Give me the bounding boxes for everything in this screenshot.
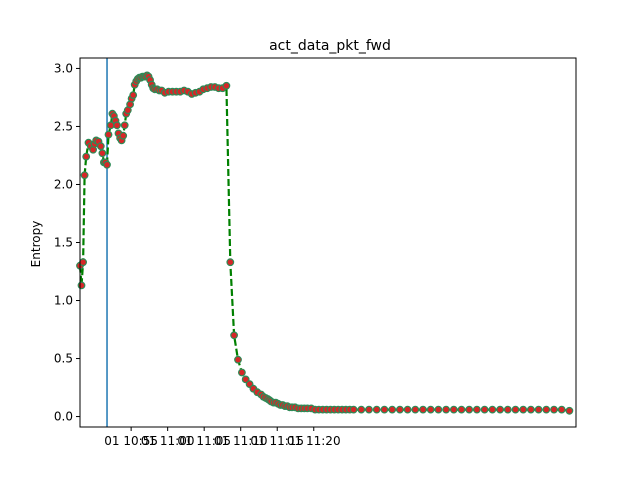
data-point [449,405,458,414]
data-point [419,405,427,414]
data-point [234,355,242,364]
data-point [480,405,489,414]
data-point [411,405,420,414]
x-tick-label: 01 11:00 [141,434,195,448]
data-point [550,405,558,414]
data-point [77,281,86,290]
x-tick-label: 01 11:10 [214,434,268,448]
y-tick-label: 1.5 [54,236,73,250]
data-point [222,81,231,90]
y-tick-label: 3.0 [54,61,73,75]
chart-title: act_data_pkt_fwd [269,38,391,54]
x-tick-label: 01 11:05 [177,434,231,448]
data-point [103,160,111,169]
data-point [380,405,389,414]
data-point [372,405,381,414]
data-point [129,91,138,99]
data-point [82,152,91,161]
x-tick-label: 01 10:55 [104,434,158,448]
x-tick-label: 01 11:15 [250,434,304,448]
data-point [96,142,105,151]
data-point [534,405,543,414]
data-point [104,130,113,139]
data-point [349,405,358,414]
data-point [465,405,474,414]
data-point [457,405,466,414]
data-point [511,405,520,414]
data-point [488,405,497,414]
data-point [442,405,451,414]
y-tick-label: 0.5 [54,352,73,366]
data-point [519,405,528,414]
data-point [434,405,443,414]
y-tick-label: 2.0 [54,177,73,191]
data-point [496,405,505,414]
data-point [230,331,239,340]
data-point [119,131,128,140]
data-point [565,406,574,415]
data-point [80,171,89,180]
y-axis-title: Entropy [29,221,43,268]
data-point [557,405,566,414]
data-point [403,405,412,414]
data-point [120,121,129,130]
data-point [357,405,366,414]
data-point [226,258,235,267]
axes-frame [79,57,577,428]
y-tick-label: 1.0 [54,294,73,308]
data-point [542,405,551,414]
data-point [365,405,373,414]
x-tick-label: 01 11:20 [287,434,341,448]
data-point [396,405,404,414]
data-point [79,258,87,267]
data-point [503,405,512,414]
y-tick-label: 2.5 [54,119,73,133]
data-point [113,121,121,130]
data-point [473,405,481,414]
data-point [98,149,107,158]
data-point [527,405,535,414]
y-tick-label: 0.0 [54,410,73,424]
data-point [237,368,246,377]
data-point [426,405,435,414]
data-point [388,405,397,414]
